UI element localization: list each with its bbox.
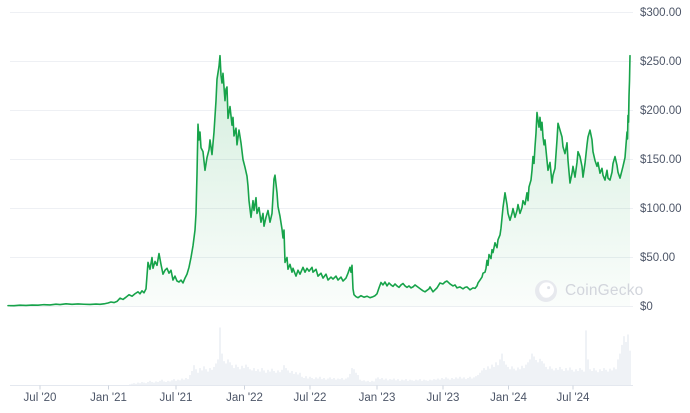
coingecko-logo-icon: [534, 279, 558, 303]
watermark-label: CoinGecko: [565, 282, 644, 299]
x-axis-label: Jan '24: [490, 392, 527, 404]
coingecko-watermark: CoinGecko: [534, 279, 643, 303]
x-axis-label: Jul '21: [159, 392, 193, 404]
y-axis-label: $50.00: [640, 251, 676, 264]
y-axis-label: $300.00: [640, 6, 682, 19]
x-axis-label: Jul '20: [23, 392, 57, 404]
y-axis-label: $150.00: [640, 153, 682, 166]
x-axis-label: Jan '21: [90, 392, 127, 404]
x-axis-line: [10, 385, 633, 390]
x-axis-label: Jul '24: [556, 392, 590, 404]
price-line: [7, 54, 631, 307]
x-axis-label: Jul '23: [426, 392, 460, 404]
x-axis-label: Jul '22: [293, 392, 327, 404]
y-axis-label: $250.00: [640, 55, 682, 68]
price-area-fill: [8, 55, 630, 307]
y-axis-label: $200.00: [640, 104, 682, 117]
volume-bars: [129, 327, 631, 386]
y-axis-label: $0: [640, 300, 653, 313]
x-axis-label: Jan '23: [358, 392, 396, 404]
x-axis-label: Jan '22: [226, 392, 263, 404]
y-axis-label: $100.00: [640, 202, 682, 215]
